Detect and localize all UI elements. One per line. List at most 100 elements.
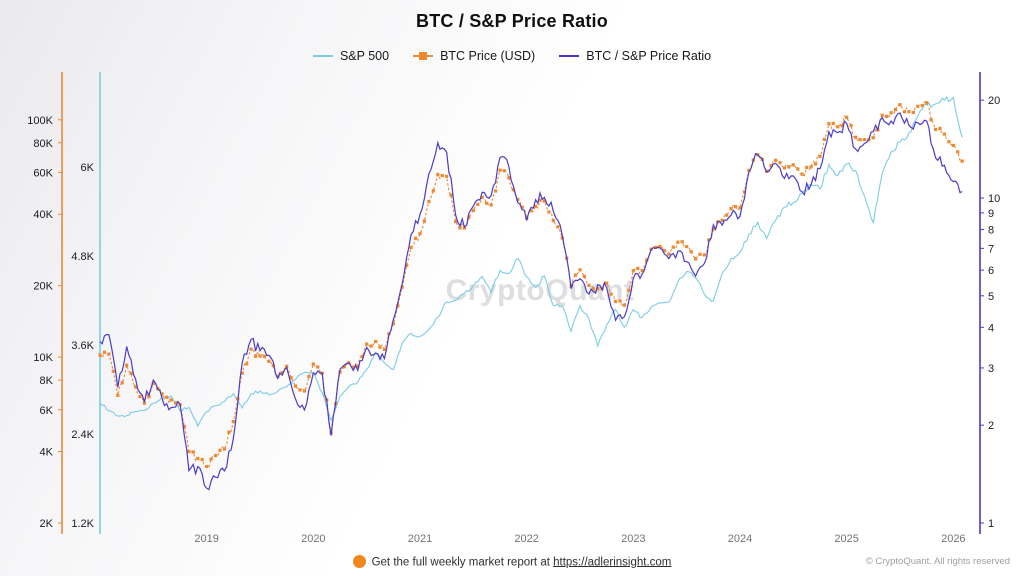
btc-axis-tick-label: 2K [40, 518, 54, 530]
btc-marker [938, 126, 942, 130]
legend-item-ratio[interactable]: BTC / S&P Price Ratio [559, 49, 711, 63]
btc-marker [480, 195, 484, 199]
btc-marker [654, 245, 658, 249]
btc-axis-tick-label: 100K [27, 115, 53, 127]
btc-marker [547, 210, 551, 214]
btc-marker [191, 450, 195, 454]
btc-marker [445, 174, 449, 178]
legend-label-ratio: BTC / S&P Price Ratio [586, 49, 712, 63]
btc-marker [725, 213, 729, 217]
ratio-axis-tick-label: 10 [988, 193, 1000, 205]
sp500-series-line [99, 95, 963, 428]
report-text: Get the full weekly market report at [371, 556, 550, 568]
btc-marker [894, 107, 898, 112]
btc-marker [151, 381, 155, 385]
btc-marker [182, 425, 186, 429]
legend-label-sp500: S&P 500 [339, 49, 390, 63]
btc-marker [258, 354, 262, 358]
x-axis-tick-label: 2019 [194, 533, 218, 545]
btc-marker [382, 347, 386, 351]
btc-marker [627, 288, 631, 292]
btc-marker [418, 232, 422, 236]
btc-marker [342, 365, 346, 369]
btc-marker [422, 219, 426, 223]
btc-marker [578, 268, 582, 272]
report-link[interactable]: https://adlerinsight.com [553, 556, 672, 568]
btc-marker [920, 104, 924, 108]
sp500-axis-tick-label: 4.8K [71, 251, 94, 263]
btc-marker [925, 101, 929, 105]
btc-marker [618, 299, 622, 303]
btc-marker [636, 266, 640, 270]
btc-marker [165, 395, 169, 399]
btc-marker [907, 110, 911, 114]
btc-marker [831, 121, 835, 125]
btc-marker [854, 135, 858, 139]
x-axis-tick-label: 2025 [834, 533, 858, 545]
btc-marker [529, 209, 533, 213]
legend-item-sp500[interactable]: S&P 500 [312, 49, 390, 63]
btc-marker [582, 274, 586, 278]
btc-marker [916, 104, 920, 108]
btc-marker [800, 172, 804, 176]
ratio-axis-tick-label: 8 [988, 224, 994, 236]
btc-marker [276, 374, 280, 378]
btc-series-line [99, 101, 963, 469]
btc-marker [542, 199, 546, 203]
btc-marker [658, 244, 662, 249]
btc-marker [960, 159, 964, 163]
btc-marker [605, 281, 609, 285]
btc-marker [485, 201, 489, 205]
report-callout: Get the full weekly market report at htt… [0, 554, 1024, 568]
btc-marker [720, 218, 724, 222]
btc-axis-tick-label: 6K [40, 405, 54, 417]
btc-marker [116, 393, 120, 397]
btc-marker [98, 353, 102, 357]
btc-marker [294, 384, 298, 388]
sp500-axis-tick-label: 6K [81, 162, 95, 174]
legend: S&P 500 BTC Price (USD) BTC / S&P Price … [0, 49, 1024, 63]
btc-marker [507, 176, 511, 180]
btc-axis-tick-label: 40K [33, 209, 53, 221]
x-axis-tick-label: 2022 [514, 533, 538, 545]
ratio-axis-tick-label: 7 [988, 243, 994, 255]
sp500-axis-tick-label: 3.6K [71, 340, 94, 352]
btc-marker [622, 303, 626, 307]
btc-marker [942, 132, 946, 136]
btc-marker [796, 167, 800, 171]
ratio-axis-tick-label: 5 [988, 291, 994, 303]
btc-marker [729, 207, 733, 211]
btc-marker [809, 165, 813, 169]
btc-marker [534, 204, 538, 208]
btc-marker [742, 190, 746, 194]
legend-item-btc-price[interactable]: BTC Price (USD) [413, 49, 535, 63]
x-axis-tick-label: 2024 [728, 533, 752, 545]
ratio-axis-tick-label: 2 [988, 420, 994, 432]
btc-marker [747, 168, 751, 172]
btc-marker [707, 238, 711, 242]
btc-marker [227, 430, 231, 434]
btc-marker [134, 385, 138, 389]
btc-marker [538, 198, 542, 202]
sp500-line-swatch [312, 54, 333, 58]
btc-axis-tick-label: 60K [33, 167, 53, 179]
btc-axis-tick-label: 4K [40, 447, 54, 459]
btc-marker [391, 322, 395, 326]
btc-marker [498, 168, 502, 172]
btc-marker [449, 193, 453, 197]
x-axis-tick-label: 2020 [301, 533, 325, 545]
btc-marker [934, 127, 938, 132]
copyright: © CryptoQuant. All rights reserved [865, 556, 1010, 567]
btc-marker [774, 158, 778, 162]
btc-marker [280, 371, 284, 375]
btc-marker [365, 342, 369, 346]
btc-marker [427, 200, 431, 204]
btc-marker [880, 113, 884, 117]
btc-marker [898, 103, 902, 107]
btc-marker [138, 395, 142, 399]
btc-marker [587, 283, 591, 287]
btc-marker [778, 161, 782, 165]
btc-marker [734, 205, 738, 209]
btc-marker [845, 115, 849, 119]
